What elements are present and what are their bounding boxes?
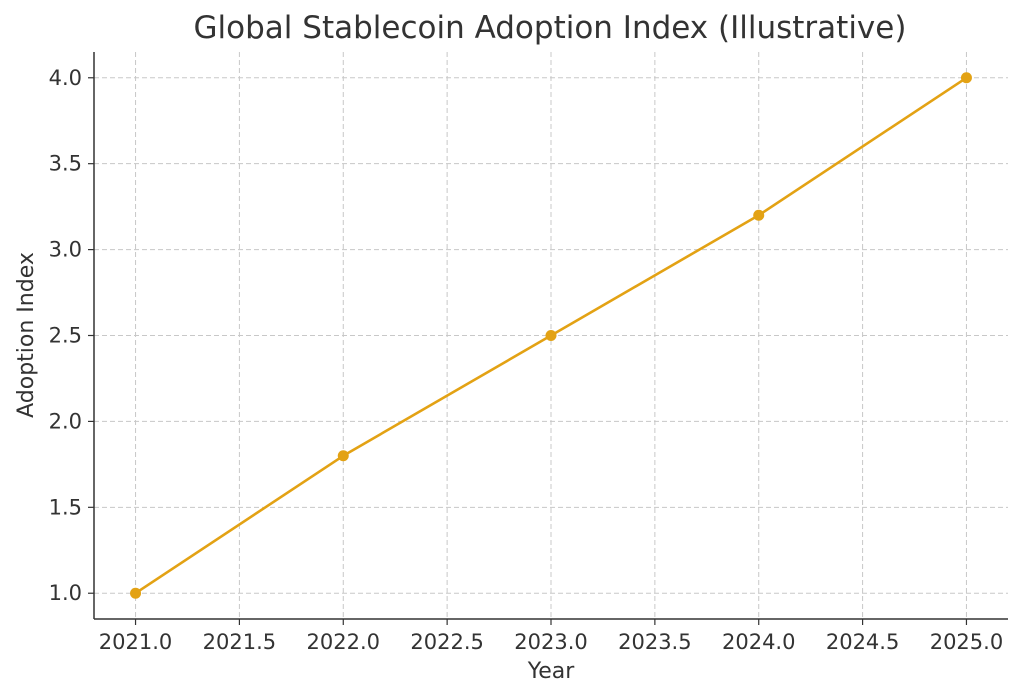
data-point-marker	[753, 209, 765, 221]
x-tick-label: 2024.5	[826, 630, 899, 654]
x-tick-label: 2022.0	[307, 630, 380, 654]
chart-title: Global Stablecoin Adoption Index (Illust…	[194, 10, 907, 46]
x-tick-label: 2024.0	[722, 630, 795, 654]
series	[130, 72, 972, 599]
x-axis-label: Year	[527, 659, 576, 684]
y-tick-label: 2.5	[49, 324, 82, 348]
y-axis-label: Adoption Index	[14, 252, 39, 418]
x-tick-label: 2023.5	[618, 630, 691, 654]
ticks: 2021.0 2021.5 2022.0 2022.5 2023.0 2023.5 2024…	[49, 66, 1004, 654]
x-tick-label: 2022.5	[410, 630, 483, 654]
y-tick-label: 1.0	[49, 581, 82, 605]
y-tick-label: 2.0	[49, 409, 82, 433]
y-tick-label: 4.0	[49, 66, 82, 90]
data-point-marker	[337, 450, 349, 462]
data-point-marker	[545, 330, 557, 341]
y-tick-label: 3.0	[49, 238, 82, 262]
data-point-marker	[130, 587, 142, 599]
x-tick-label: 2021.0	[99, 630, 172, 654]
grid	[94, 52, 1008, 619]
y-tick-label: 1.5	[49, 495, 82, 519]
x-tick-label: 2025.0	[930, 630, 1003, 654]
y-tick-label: 3.5	[49, 152, 82, 176]
data-point-marker	[960, 72, 972, 84]
x-tick-label: 2023.0	[514, 630, 587, 654]
x-tick-label: 2021.5	[203, 630, 276, 654]
